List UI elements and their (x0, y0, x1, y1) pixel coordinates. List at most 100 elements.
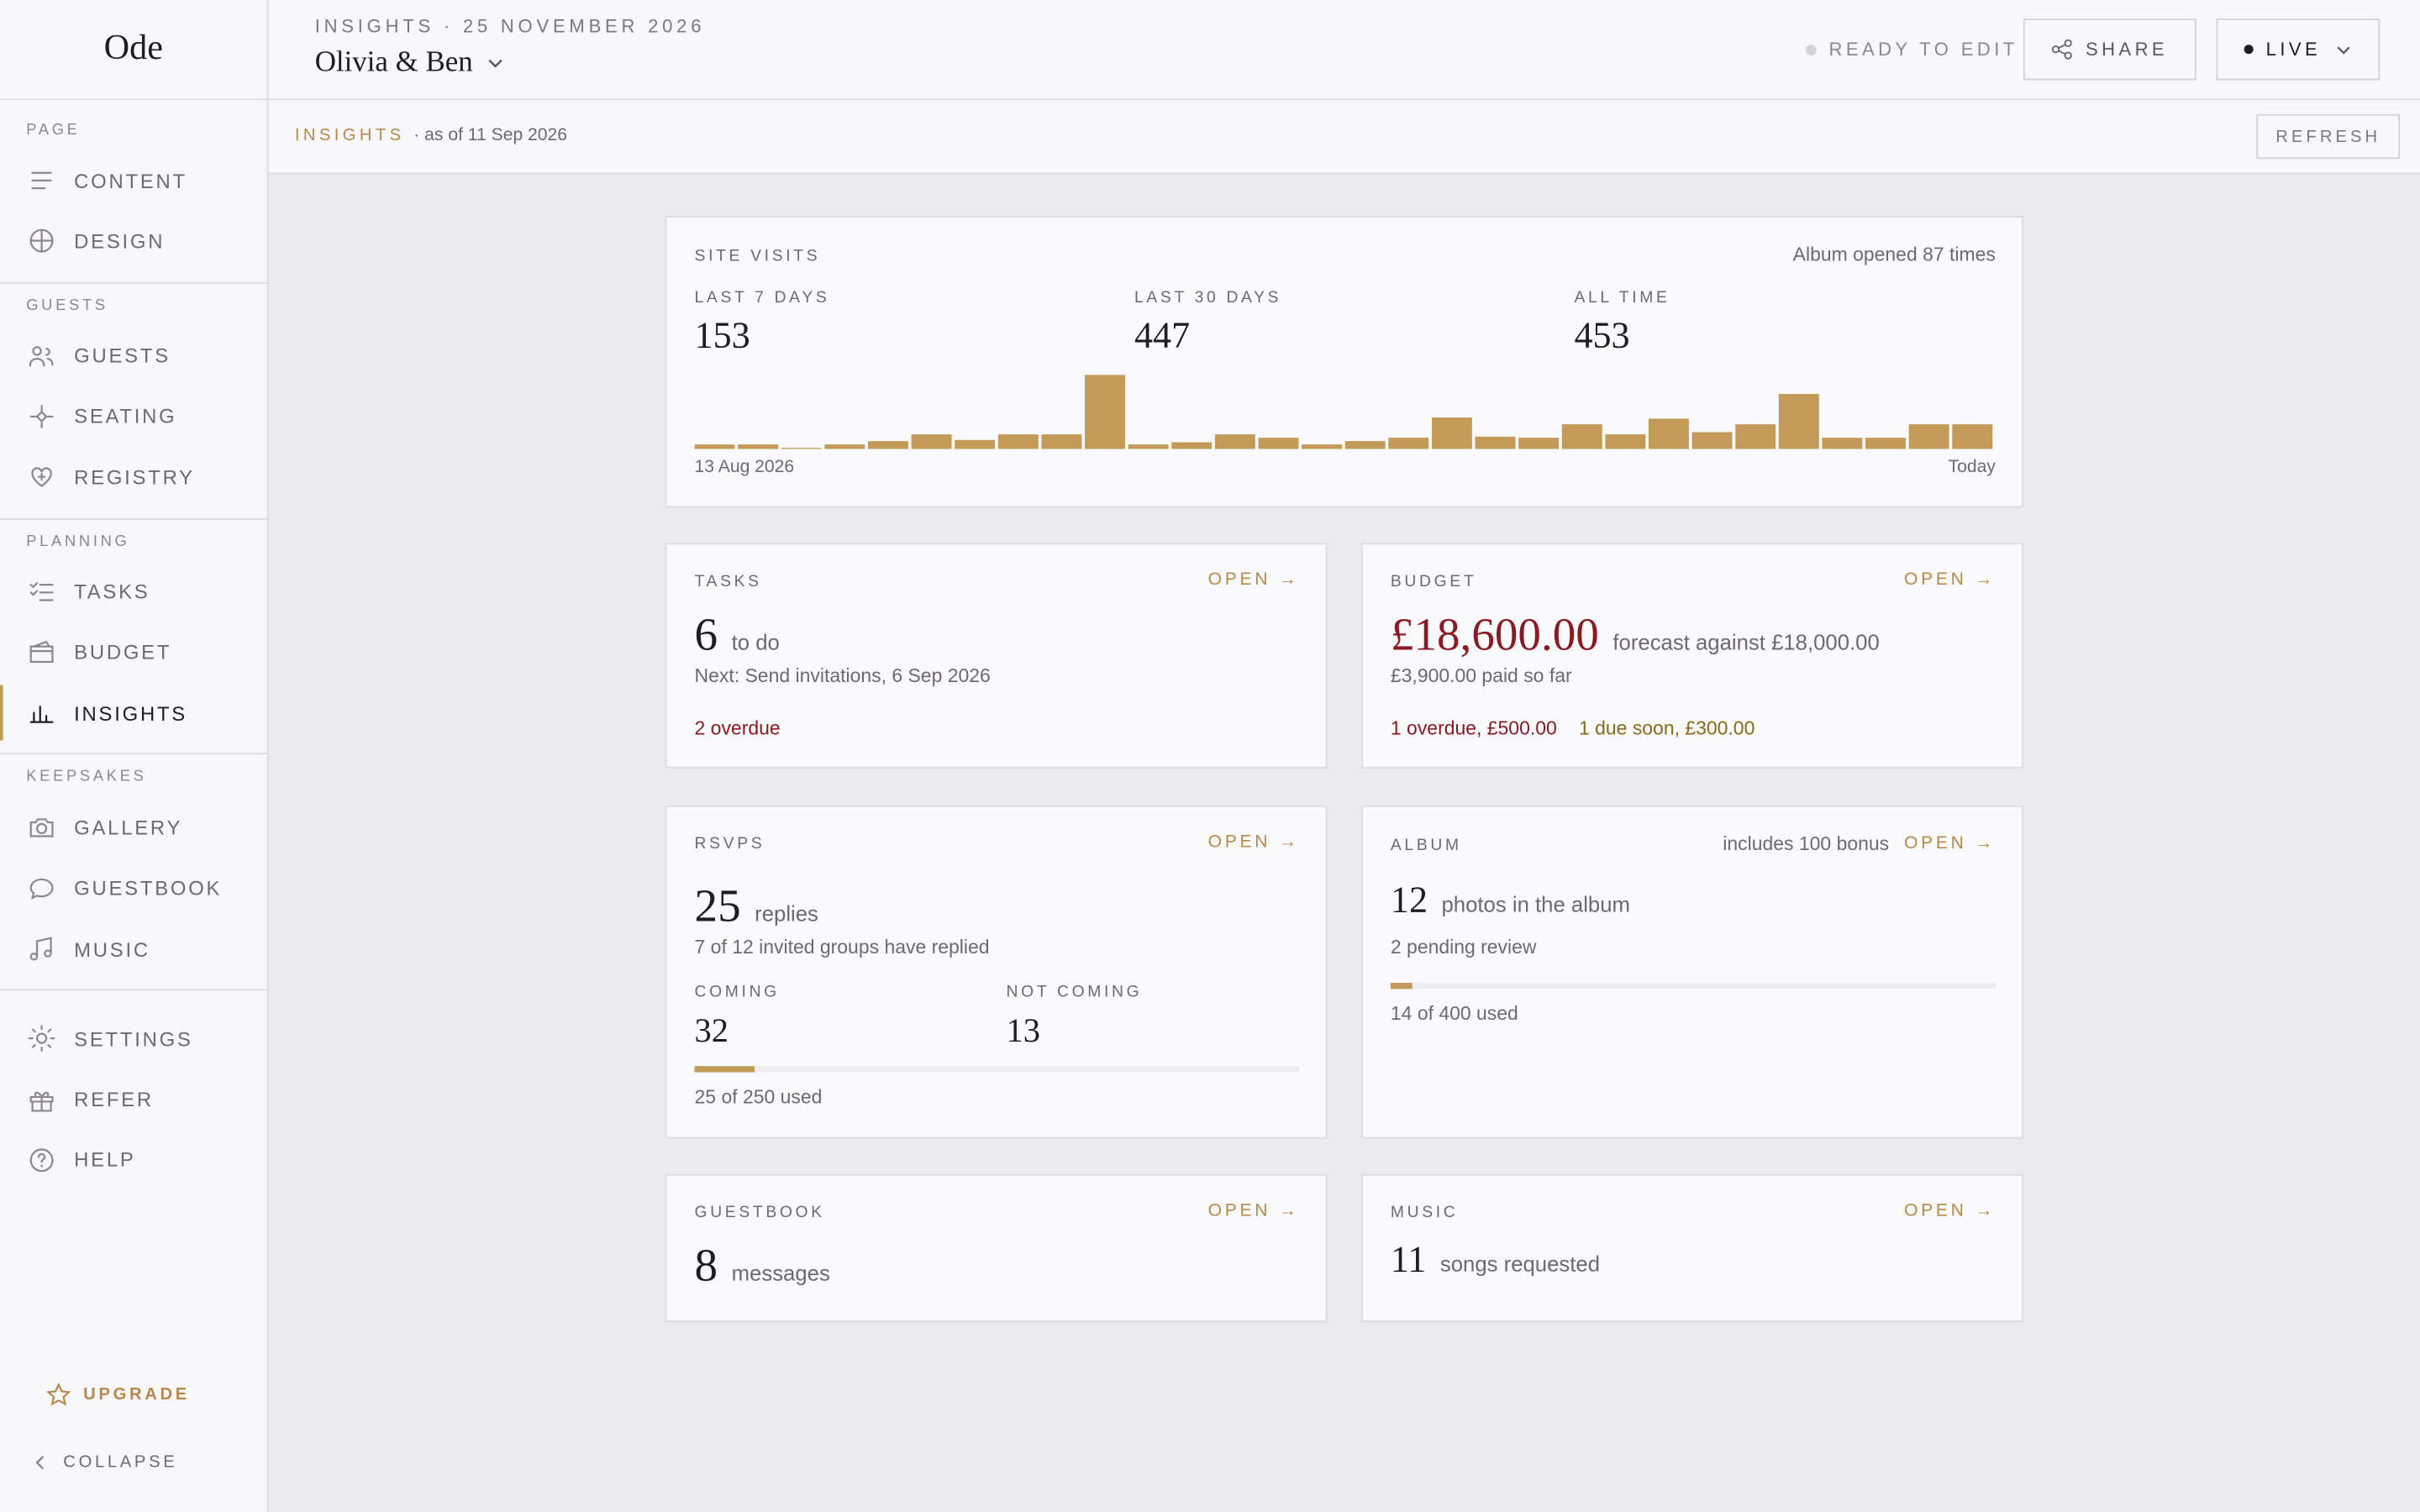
live-button[interactable]: LIVE (2216, 18, 2381, 81)
bar (1258, 438, 1299, 449)
collapse[interactable]: COLLAPSE (31, 1453, 178, 1472)
icon-path (29, 878, 54, 900)
live-label: LIVE (2265, 38, 2322, 60)
divider (0, 98, 267, 101)
chart-start: 13 Aug 2026 (694, 458, 795, 477)
project-name: Olivia & Ben (314, 46, 473, 79)
bar (694, 444, 735, 449)
nav-label: DESIGN (74, 229, 166, 253)
bar (1171, 442, 1213, 449)
bar (1475, 436, 1516, 449)
split-value: 13 (1006, 1011, 1040, 1049)
nav-icon (31, 467, 52, 488)
divider (0, 517, 267, 520)
open-link[interactable]: OPEN → (1903, 1201, 1996, 1221)
bar (1431, 417, 1472, 449)
nav-label: REFER (74, 1088, 154, 1111)
nav-item[interactable]: GALLERY (0, 800, 267, 855)
subbar-label: INSIGHTS (294, 126, 405, 145)
usage-label: 25 of 250 used (694, 1086, 823, 1108)
share-button[interactable]: SHARE (2023, 18, 2196, 81)
headline: 8 messages (695, 1241, 830, 1293)
icon-path (31, 171, 52, 190)
bar (1128, 444, 1169, 449)
nav-item[interactable]: REGISTRY (0, 449, 267, 505)
usage-bar (1390, 983, 1413, 990)
icon-path (29, 640, 54, 663)
unit: messages (731, 1260, 830, 1286)
bar (1822, 438, 1863, 449)
bar (1518, 438, 1560, 449)
big-number: 12 (1390, 880, 1428, 921)
visits-chart (694, 375, 1993, 449)
alert: 1 overdue, £500.00 (1390, 717, 1557, 739)
open-link[interactable]: OPEN → (1207, 832, 1300, 852)
usage-label: 14 of 400 used (1390, 1002, 1518, 1025)
detail: 7 of 12 invited groups have replied (694, 936, 990, 958)
nav-item[interactable]: TASKS (0, 564, 267, 619)
nav-icon (29, 1091, 54, 1111)
as-of: · as of 11 Sep 2026 (413, 126, 568, 145)
detail: £3,900.00 paid so far (1390, 664, 1572, 687)
nav-item[interactable]: SETTINGS (0, 1011, 267, 1067)
nav-icon (28, 1025, 55, 1053)
open-link[interactable]: OPEN → (1207, 1201, 1300, 1221)
nav-icon (29, 345, 54, 366)
card-title: TASKS (694, 572, 762, 591)
bar (781, 448, 822, 449)
open-link[interactable]: OPEN → (1207, 570, 1300, 590)
nav-item[interactable]: HELP (0, 1132, 267, 1188)
card-title: BUDGET (1390, 572, 1477, 591)
divider (0, 281, 267, 284)
bar (1214, 434, 1255, 449)
upgrade-label: UPGRADE (83, 1385, 190, 1404)
card-title: SITE VISITS (694, 246, 821, 265)
nav-item[interactable]: SEATING (0, 389, 267, 444)
refresh-button[interactable]: REFRESH (2256, 113, 2401, 160)
stat-value: 447 (1134, 316, 1191, 357)
open-link[interactable]: OPEN → (1903, 570, 1996, 590)
nav-icon (29, 581, 54, 601)
bar (1561, 424, 1602, 449)
card-note: includes 100 bonus (1723, 832, 1890, 855)
nav-item[interactable]: INSIGHTS (0, 685, 267, 741)
big-number: 8 (694, 1240, 718, 1292)
bar (997, 434, 1039, 449)
nav-item[interactable]: DESIGN (0, 213, 267, 269)
status: READY TO EDIT (1805, 38, 2018, 60)
bar (1735, 424, 1776, 449)
bar (1041, 434, 1082, 449)
nav-label: INSIGHTS (74, 701, 187, 725)
nav-icon (29, 1148, 54, 1172)
status-label: READY TO EDIT (1828, 38, 2018, 60)
headline: 6 to do (695, 610, 780, 662)
project-switcher[interactable]: Olivia & Ben (315, 46, 506, 80)
nav-label: SETTINGS (74, 1026, 193, 1051)
nav-item[interactable]: REFER (0, 1072, 267, 1127)
nav-label: GUESTS (74, 344, 171, 368)
nav-icon (31, 171, 52, 190)
upgrade[interactable]: UPGRADE (46, 1382, 190, 1407)
eyebrow: INSIGHTS · 25 NOVEMBER 2026 (314, 15, 706, 38)
open-link[interactable]: OPEN → (1903, 834, 1996, 853)
guestbook-card: GUESTBOOK OPEN → 8 messages (665, 1173, 1328, 1323)
chart-end: Today (1948, 458, 1996, 477)
card-title: GUESTBOOK (694, 1203, 825, 1222)
big-number: 11 (1390, 1240, 1427, 1281)
nav-item[interactable]: CONTENT (0, 153, 267, 208)
subbar: INSIGHTS · as of 11 Sep 2026 REFRESH (268, 100, 2420, 175)
stat-label: LAST 7 DAYS (694, 288, 830, 307)
stat-value: 153 (694, 316, 750, 357)
nav-item[interactable]: BUDGET (0, 625, 267, 680)
big-number: £18,600.00 (1390, 609, 1599, 661)
stat-label: LAST 30 DAYS (1134, 288, 1282, 307)
split-value: 32 (694, 1011, 729, 1049)
bar (1778, 394, 1819, 449)
nav-label: SEATING (74, 404, 177, 428)
icon-path (29, 937, 52, 961)
nav-item[interactable]: MUSIC (0, 921, 267, 977)
unit: forecast against £18,000.00 (1612, 629, 1880, 654)
nav-item[interactable]: GUESTBOOK (0, 860, 267, 916)
headline: £18,600.00 forecast against £18,000.00 (1391, 610, 1880, 662)
nav-item[interactable]: GUESTS (0, 328, 267, 383)
